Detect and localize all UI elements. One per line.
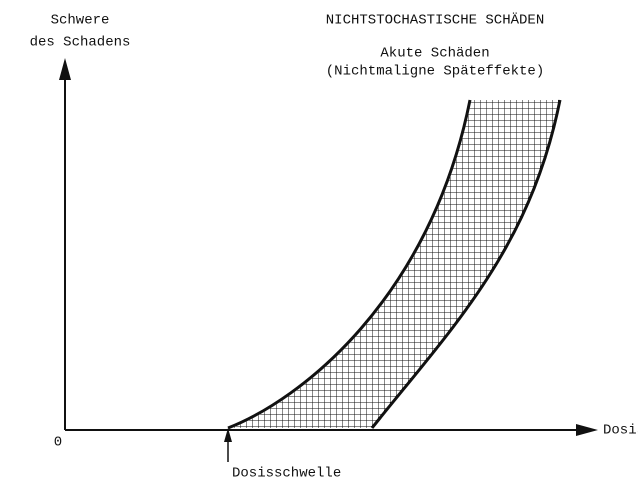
y-axis-label: des Schadens [30, 35, 131, 51]
upper-curve [370, 99, 562, 429]
threshold-label: Dosisschwelle [232, 466, 341, 482]
subtitle: (Nichtmaligne Späteffekte) [326, 64, 544, 80]
threshold-arrowhead [224, 428, 232, 442]
y-axis-label: Schwere [51, 13, 110, 29]
title: NICHTSTOCHASTISCHE SCHÄDEN [326, 11, 544, 29]
damage-band [228, 100, 560, 428]
y-axis-arrow [59, 58, 71, 80]
x-axis-label: Dosis [603, 423, 638, 439]
subtitle: Akute Schäden [380, 46, 489, 62]
origin-label: 0 [54, 435, 62, 451]
x-axis-arrow [576, 424, 598, 436]
lower-curve [227, 99, 472, 430]
